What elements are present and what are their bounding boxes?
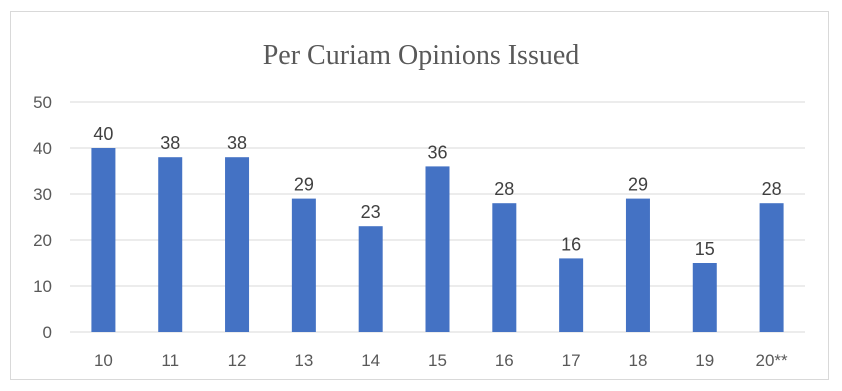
x-tick-label: 15 — [428, 351, 447, 370]
x-tick-label: 16 — [495, 351, 514, 370]
bar — [91, 148, 116, 332]
data-label: 28 — [762, 179, 782, 199]
bar — [759, 203, 784, 332]
data-label: 40 — [93, 124, 113, 144]
x-tick-label: 17 — [562, 351, 581, 370]
x-tick-label: 20** — [756, 351, 789, 370]
bar — [358, 226, 383, 332]
bar — [425, 166, 450, 332]
y-tick-label: 30 — [33, 185, 52, 204]
y-tick-label: 10 — [33, 277, 52, 296]
bar — [692, 263, 717, 332]
x-tick-label: 12 — [228, 351, 247, 370]
bar — [225, 157, 250, 332]
chart-frame — [10, 11, 829, 380]
bar — [492, 203, 517, 332]
y-tick-label: 0 — [43, 323, 52, 342]
y-tick-label: 50 — [33, 93, 52, 112]
data-label: 29 — [628, 175, 648, 195]
data-label: 29 — [294, 175, 314, 195]
x-tick-label: 18 — [628, 351, 647, 370]
bar — [625, 198, 650, 332]
data-label: 23 — [361, 202, 381, 222]
bar — [291, 198, 316, 332]
data-label: 16 — [561, 234, 581, 254]
data-label: 38 — [227, 133, 247, 153]
chart-title: Per Curiam Opinions Issued — [262, 40, 580, 71]
x-tick-label: 19 — [695, 351, 714, 370]
bar — [158, 157, 183, 332]
data-label: 38 — [160, 133, 180, 153]
x-tick-label: 11 — [161, 351, 179, 370]
x-tick-label: 10 — [94, 351, 113, 370]
bar — [559, 258, 584, 332]
y-tick-label: 20 — [33, 231, 52, 250]
x-tick-label: 13 — [294, 351, 313, 370]
data-label: 15 — [695, 239, 715, 259]
data-label: 28 — [494, 179, 514, 199]
x-tick-label: 14 — [361, 351, 380, 370]
y-tick-label: 40 — [33, 139, 52, 158]
data-label: 36 — [427, 142, 447, 162]
